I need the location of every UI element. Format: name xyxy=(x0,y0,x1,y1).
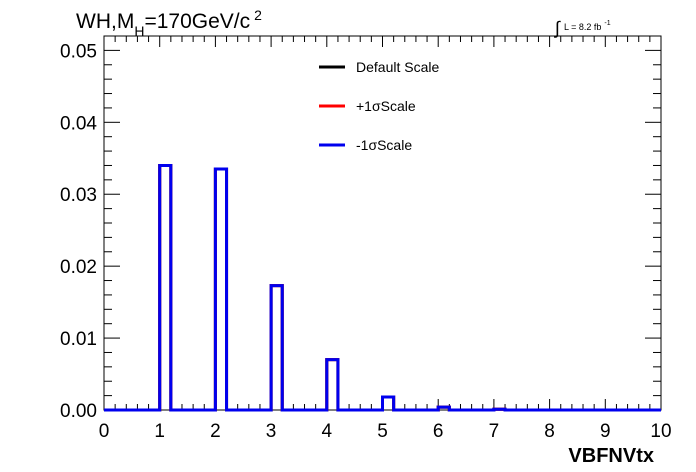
y-tick-label: 0.02 xyxy=(60,257,97,278)
y-tick-label: 0.01 xyxy=(60,329,97,350)
x-axis-title: VBFNVtx xyxy=(568,445,654,467)
x-tick-label: 1 xyxy=(154,421,165,442)
x-tick-label: 0 xyxy=(99,421,110,442)
series-line-3 xyxy=(104,163,661,412)
y-tick-label: 0.00 xyxy=(60,401,97,422)
title-sub: H xyxy=(134,23,144,39)
title-sup: 2 xyxy=(254,7,262,23)
chart-title: WH,MH=170GeV/c 2 xyxy=(76,7,262,39)
x-tick-label: 3 xyxy=(266,421,277,442)
plot-frame xyxy=(103,35,662,411)
luminosity-sup: -1 xyxy=(604,20,610,27)
ticks-layer: 0 1 2 3 4 5 6 7 8 9 10 0.00 0.01 0.02 0.03 0.04 0.05 xyxy=(60,36,672,442)
y-tick-label: 0.03 xyxy=(60,185,97,206)
x-tick-label: 8 xyxy=(544,421,555,442)
title-rest: =170GeV/c xyxy=(144,10,250,33)
series-layer xyxy=(104,163,661,412)
legend-label: +1σScale xyxy=(356,98,416,114)
series-line-1 xyxy=(104,163,661,412)
x-tick-label: 2 xyxy=(210,421,221,442)
legend-label: Default Scale xyxy=(356,59,439,75)
legend: Default Scale +1σScale -1σScale xyxy=(319,59,439,153)
luminosity-label: ∫ L = 8.2 fb -1 xyxy=(553,18,611,38)
y-tick-label: 0.04 xyxy=(60,113,97,134)
y-tick-label: 0.05 xyxy=(60,41,97,62)
x-tick-label: 6 xyxy=(433,421,444,442)
x-tick-label: 9 xyxy=(600,421,611,442)
x-tick-label: 5 xyxy=(377,421,388,442)
x-tick-label: 4 xyxy=(322,421,333,442)
luminosity-text: L = 8.2 fb xyxy=(564,22,601,32)
series-line-2 xyxy=(104,163,661,412)
integral-symbol: ∫ xyxy=(553,18,561,38)
x-tick-label: 7 xyxy=(489,421,500,442)
legend-label: -1σScale xyxy=(356,137,412,153)
title-main: WH,M xyxy=(76,10,134,33)
x-tick-label: 10 xyxy=(650,421,671,442)
